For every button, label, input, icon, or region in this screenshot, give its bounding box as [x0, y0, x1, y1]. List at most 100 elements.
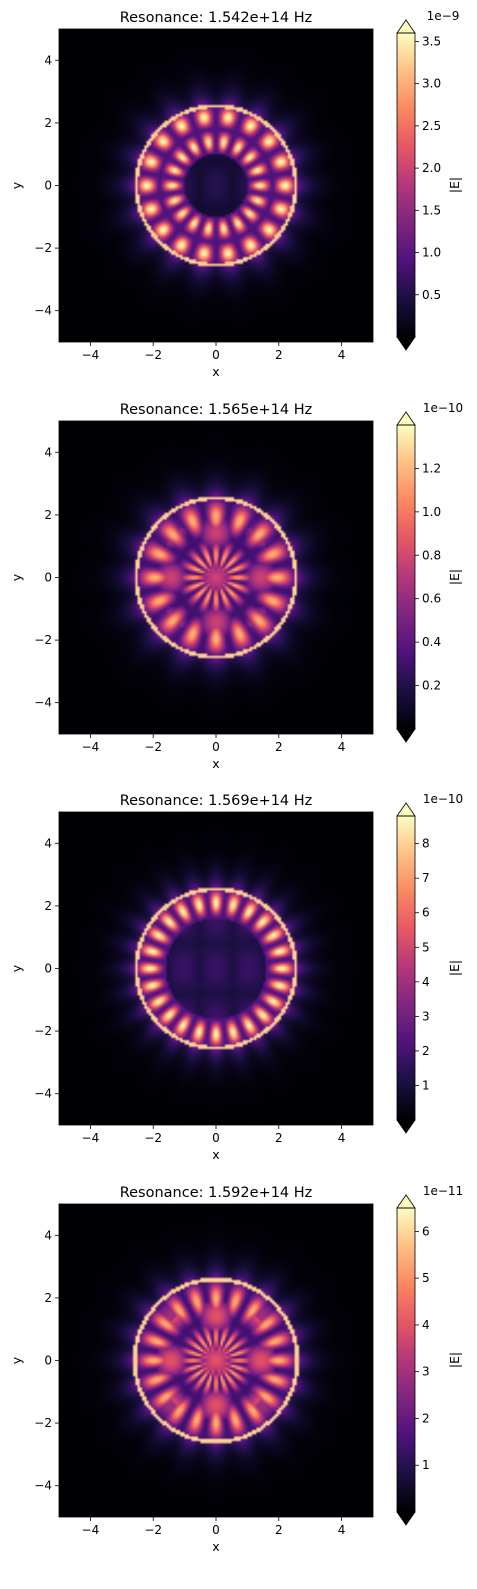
x-axis-label: x	[212, 1539, 219, 1554]
colorbar	[397, 33, 415, 337]
colorbar-label: |E|	[447, 177, 462, 193]
chart-panel-2: Resonance: 1.565e+14 Hz −4 −4 −2 −2 0 0 2 2 4 4 x y 0…	[9, 401, 463, 771]
chart-title: Resonance: 1.565e+14 Hz	[120, 402, 313, 418]
colorbar-tick-label: 2.5	[422, 119, 441, 133]
x-axis-label: x	[212, 756, 219, 771]
colorbar-tick-label: 3	[422, 1365, 430, 1379]
chart-title: Resonance: 1.592e+14 Hz	[120, 1185, 313, 1201]
colorbar-tick-label: 1.0	[422, 505, 441, 519]
colorbar-tick-label: 0.2	[422, 679, 441, 693]
colorbar-extend-max	[396, 1194, 416, 1209]
colorbar-tick-label: 0.8	[422, 548, 441, 562]
heatmap-image	[59, 1204, 373, 1517]
x-tick-label: 0	[212, 740, 220, 754]
x-tick-label: −2	[144, 1523, 162, 1537]
colorbar-extend-min	[396, 1511, 416, 1526]
y-tick-label: 2	[44, 116, 52, 130]
colorbar-frame	[396, 32, 416, 338]
colorbar-label: |E|	[447, 569, 462, 585]
x-tick-label: 2	[275, 740, 283, 754]
colorbar-frame	[396, 815, 416, 1121]
chart-panel-4: Resonance: 1.592e+14 Hz −4 −4 −2 −2 0 0 2 2 4 4 x y 1…	[9, 1184, 463, 1554]
colorbar-extend-max	[396, 19, 416, 34]
colorbar-frame	[396, 424, 416, 730]
chart-title: Resonance: 1.569e+14 Hz	[120, 793, 313, 809]
x-tick-label: 2	[275, 1523, 283, 1537]
colorbar-offset-text: 1e−10	[423, 401, 463, 415]
y-tick-label: −4	[34, 1479, 52, 1493]
colorbar-offset-text: 1e−11	[423, 1184, 463, 1198]
y-tick-label: 2	[44, 899, 52, 913]
colorbar	[397, 425, 415, 729]
heatmap-image	[59, 421, 373, 734]
x-tick-label: 4	[338, 1523, 346, 1537]
y-tick-label: 0	[44, 179, 52, 193]
colorbar-extend-min	[396, 728, 416, 743]
x-tick-label: 0	[212, 1131, 220, 1145]
chart-title: Resonance: 1.542e+14 Hz	[120, 10, 313, 26]
x-tick-label: −2	[144, 348, 162, 362]
y-tick-label: 0	[44, 571, 52, 585]
y-axis-label: y	[9, 1356, 24, 1364]
colorbar-tick-label: 4	[422, 975, 430, 989]
x-tick-label: −4	[82, 740, 100, 754]
x-tick-label: 2	[275, 348, 283, 362]
x-axis-label: x	[212, 364, 219, 379]
y-tick-label: −4	[34, 696, 52, 710]
colorbar-tick-label: 3.0	[422, 77, 441, 91]
colorbar-tick-label: 1.0	[422, 246, 441, 260]
y-tick-label: 2	[44, 508, 52, 522]
colorbar-tick-label: 2	[422, 1044, 430, 1058]
x-tick-label: 4	[338, 740, 346, 754]
y-axis-label: y	[9, 573, 24, 581]
colorbar-tick-label: 6	[422, 1224, 430, 1238]
colorbar-offset-text: 1e−9	[427, 9, 460, 23]
y-tick-label: 4	[44, 1228, 52, 1242]
y-tick-label: 4	[44, 836, 52, 850]
colorbar-tick-label: 0.6	[422, 592, 441, 606]
y-tick-label: 4	[44, 53, 52, 67]
y-tick-label: −4	[34, 304, 52, 318]
colorbar-extend-min	[396, 336, 416, 351]
colorbar-offset-text: 1e−10	[423, 792, 463, 806]
y-tick-label: −2	[34, 241, 52, 255]
x-tick-label: −2	[144, 1131, 162, 1145]
colorbar-extend-max	[396, 411, 416, 426]
x-tick-label: 0	[212, 1523, 220, 1537]
x-tick-label: −4	[82, 1523, 100, 1537]
y-tick-label: −2	[34, 1024, 52, 1038]
colorbar-extend-max	[396, 802, 416, 817]
colorbar-tick-label: 7	[422, 871, 430, 885]
colorbar	[397, 1208, 415, 1512]
heatmap-image	[59, 29, 373, 342]
y-tick-label: 4	[44, 445, 52, 459]
chart-panel-1: Resonance: 1.542e+14 Hz −4 −4 −2 −2 0 0 2 2 4 4 x y 0…	[9, 9, 462, 379]
colorbar-tick-label: 3	[422, 1009, 430, 1023]
colorbar-tick-label: 2.0	[422, 161, 441, 175]
colorbar-tick-label: 8	[422, 837, 430, 851]
x-axis-label: x	[212, 1147, 219, 1162]
y-tick-label: −2	[34, 633, 52, 647]
colorbar-tick-label: 1.5	[422, 203, 441, 217]
x-tick-label: 2	[275, 1131, 283, 1145]
colorbar-tick-label: 0.5	[422, 288, 441, 302]
y-axis-label: y	[9, 181, 24, 189]
colorbar	[397, 816, 415, 1120]
colorbar-tick-label: 1.2	[422, 461, 441, 475]
y-tick-label: −2	[34, 1416, 52, 1430]
colorbar-extend-min	[396, 1119, 416, 1134]
x-tick-label: −2	[144, 740, 162, 754]
colorbar-tick-label: 3.5	[422, 34, 441, 48]
colorbar-tick-label: 2	[422, 1411, 430, 1425]
y-tick-label: 2	[44, 1291, 52, 1305]
y-tick-label: 0	[44, 962, 52, 976]
y-tick-label: 0	[44, 1354, 52, 1368]
colorbar-tick-label: 4	[422, 1318, 430, 1332]
colorbar-tick-label: 1	[422, 1078, 430, 1092]
x-tick-label: −4	[82, 348, 100, 362]
colorbar-tick-label: 5	[422, 940, 430, 954]
y-tick-label: −4	[34, 1087, 52, 1101]
colorbar-tick-label: 0.4	[422, 635, 441, 649]
colorbar-tick-label: 5	[422, 1271, 430, 1285]
